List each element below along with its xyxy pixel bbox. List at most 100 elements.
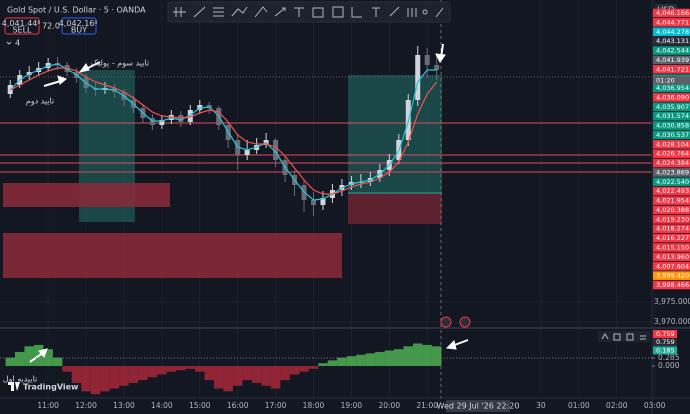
price-tag xyxy=(653,205,690,215)
tool-icon[interactable] xyxy=(173,7,186,17)
osc-bar xyxy=(365,353,376,367)
price-tag xyxy=(653,111,690,121)
candle-body xyxy=(424,55,430,65)
tool-icon[interactable] xyxy=(254,6,268,18)
osc-bar xyxy=(242,366,252,381)
crosshair-time: Wed 29 Jul '26 22:20 xyxy=(437,402,520,411)
osc-bar xyxy=(71,366,82,383)
indicator-count[interactable]: 4 xyxy=(15,39,20,48)
pane-maximize[interactable] xyxy=(626,333,634,341)
sell-button[interactable] xyxy=(4,17,40,35)
x-tick-label: 14:00 xyxy=(151,401,173,410)
osc-bar xyxy=(356,354,366,367)
osc-tick-label: 0.000 xyxy=(658,361,680,370)
tool-icon[interactable] xyxy=(372,7,380,17)
sell-label[interactable]: SELL xyxy=(12,26,32,35)
tool-icon[interactable] xyxy=(312,7,324,18)
arrow-head xyxy=(445,340,457,350)
stop-zone xyxy=(348,193,442,224)
price-tag-label: 4,030.537 xyxy=(656,131,689,139)
osc-bar xyxy=(337,357,347,367)
tool-icon[interactable] xyxy=(407,8,417,17)
tool-icon[interactable] xyxy=(435,7,444,18)
tool-icon[interactable] xyxy=(294,7,304,17)
pane-controls-bg xyxy=(598,331,650,342)
price-tag-label: 4,023.869 xyxy=(656,168,689,176)
osc-bar xyxy=(204,366,214,381)
pane-more[interactable] xyxy=(640,335,646,340)
tool-icon[interactable] xyxy=(332,6,344,18)
price-tag-label: 4,013.960 xyxy=(656,253,689,261)
annotation: تایید سوم - پولبک xyxy=(91,59,149,68)
price-tag xyxy=(653,93,690,102)
osc-tag xyxy=(653,346,677,355)
osc-bar xyxy=(176,366,186,371)
tool-icon[interactable] xyxy=(351,7,362,18)
osc-bar xyxy=(147,366,158,378)
osc-bar xyxy=(403,346,413,367)
price-tag xyxy=(653,168,690,177)
price-tag xyxy=(653,149,690,158)
event-icon[interactable] xyxy=(440,316,452,328)
price-tag xyxy=(653,215,690,224)
price-tag-label: 4,042.544 xyxy=(656,47,689,55)
tool-icon[interactable] xyxy=(274,7,286,17)
osc-bar xyxy=(431,346,442,367)
tool-icon[interactable] xyxy=(193,6,206,18)
osc-bar xyxy=(318,363,328,367)
osc-bar xyxy=(232,366,243,386)
countdown-tag xyxy=(653,76,690,85)
price-tag xyxy=(653,177,690,187)
price-tag-label: 4,019.230 xyxy=(656,215,689,223)
buy-label[interactable]: BUY xyxy=(71,26,87,35)
price-tag-label: 4,028.104 xyxy=(656,140,689,148)
arrow-head xyxy=(78,63,90,73)
tool-icon[interactable] xyxy=(231,6,248,17)
logo-text: TradingView xyxy=(23,383,79,392)
candle-body xyxy=(244,150,250,155)
arrows xyxy=(29,43,469,363)
x-tick-label: 18:00 xyxy=(303,401,325,410)
price-tag-label: 4,026.764 xyxy=(656,150,689,158)
price-tag xyxy=(653,18,690,27)
drawings xyxy=(0,0,652,400)
countdown: 01:20 xyxy=(656,76,675,84)
osc-bar xyxy=(261,366,271,386)
x-tick-label: 15:00 xyxy=(189,401,211,410)
price-tag-label: 4,036.090 xyxy=(656,93,689,101)
pane-delete[interactable] xyxy=(613,333,621,341)
tool-icon[interactable] xyxy=(422,9,428,15)
x-tick-label: 13:00 xyxy=(113,401,135,410)
pane-controls xyxy=(440,316,650,342)
osc-bar xyxy=(5,357,15,367)
tool-icon[interactable] xyxy=(389,6,400,17)
price-tag-label: 4,024.384 xyxy=(656,159,689,167)
series xyxy=(5,46,442,395)
pane-up[interactable] xyxy=(601,333,609,340)
event-icon[interactable] xyxy=(459,316,471,328)
x-tick-label: 20:00 xyxy=(378,401,400,410)
collapse-icon[interactable] xyxy=(6,41,12,45)
supply-zone xyxy=(3,233,342,278)
price-tag-label: 3,999.420 xyxy=(656,272,689,280)
price-tag xyxy=(653,27,690,37)
x-tick-label: 11:00 xyxy=(37,401,59,410)
osc-bar xyxy=(308,366,319,369)
osc-bar xyxy=(62,366,72,372)
sell-price[interactable]: 4,041.440 xyxy=(2,19,41,28)
osc-bar xyxy=(81,366,91,392)
buy-button[interactable] xyxy=(61,17,97,35)
annotation: تاییدیه اول xyxy=(3,375,37,384)
osc-bar xyxy=(270,366,281,389)
buy-price[interactable]: 4,042.160 xyxy=(59,19,98,28)
x-tick-label: 02:00 xyxy=(606,401,628,410)
price-tag xyxy=(653,102,690,112)
tool-icon[interactable] xyxy=(213,7,224,17)
price-tag-label: 4,021.954 xyxy=(656,197,689,205)
price-tag-label: 4,035.907 xyxy=(656,103,689,111)
osc-bar xyxy=(223,366,233,392)
price-tag xyxy=(653,252,690,262)
osc-bar xyxy=(251,366,262,383)
